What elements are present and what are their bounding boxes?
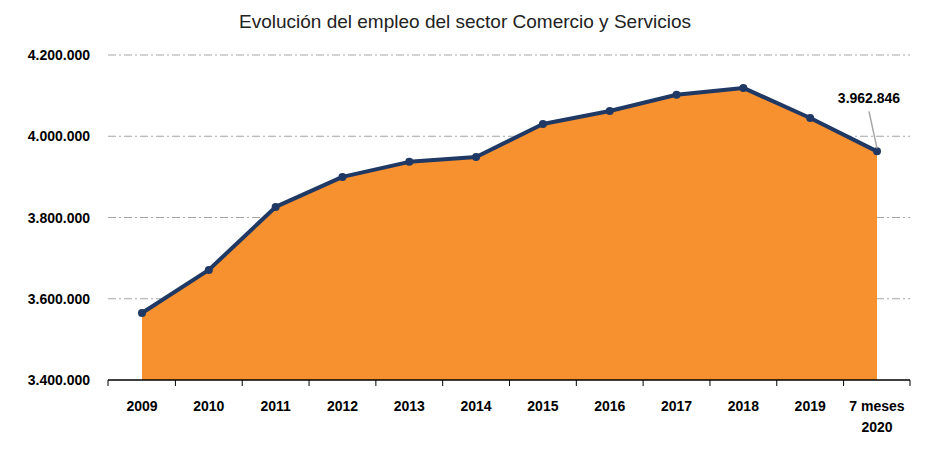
x-tick-label: 2014 — [461, 398, 492, 414]
x-tick-label-line: 2012 — [327, 398, 358, 414]
x-tick-label: 2013 — [394, 398, 425, 414]
x-tick-label-line: 2018 — [728, 398, 759, 414]
x-tick — [509, 380, 510, 386]
point — [539, 120, 547, 128]
x-tick — [643, 380, 644, 386]
x-tick-label: 2010 — [193, 398, 224, 414]
point — [606, 107, 614, 115]
y-tick-label: 4.000.000 — [28, 128, 90, 144]
grid-line — [108, 55, 910, 56]
x-tick-label-line: 2010 — [193, 398, 224, 414]
x-tick-label: 2011 — [260, 398, 291, 414]
point — [138, 309, 146, 317]
x-tick-label-line: 2011 — [260, 398, 291, 414]
plot-area — [138, 84, 881, 380]
area — [142, 88, 877, 380]
x-tick-label-line: 2020 — [861, 419, 892, 435]
x-tick — [108, 380, 109, 386]
x-tick-label: 2019 — [795, 398, 826, 414]
title: Evolución del empleo del sector Comercio… — [239, 11, 691, 32]
data-label: 3.962.846 — [838, 90, 900, 106]
chart: Evolución del empleo del sector Comercio… — [0, 0, 931, 450]
point — [405, 158, 413, 166]
x-tick-label: 2017 — [661, 398, 692, 414]
y-tick-label: 3.600.000 — [28, 291, 90, 307]
x-tick — [242, 380, 243, 386]
point — [205, 266, 213, 274]
label-leader — [869, 111, 877, 148]
point — [873, 147, 881, 155]
x-tick-label: 2018 — [728, 398, 759, 414]
x-tick-label-line: 7 meses — [849, 398, 904, 414]
point — [673, 91, 681, 99]
line — [142, 88, 877, 313]
x-tick — [309, 380, 310, 386]
x-tick-label-line: 2014 — [461, 398, 492, 414]
x-tick-label: 2009 — [126, 398, 157, 414]
x-tick — [375, 380, 376, 386]
x-tick — [843, 380, 844, 386]
x-tick-label-line: 2013 — [394, 398, 425, 414]
x-tick — [776, 380, 777, 386]
x-tick-label: 2012 — [327, 398, 358, 414]
x-tick-label: 2015 — [527, 398, 558, 414]
x-tick — [576, 380, 577, 386]
point — [739, 84, 747, 92]
y-tick-label: 4.200.000 — [28, 47, 90, 63]
point — [272, 203, 280, 211]
x-tick — [175, 380, 176, 386]
y-tick-label: 3.800.000 — [28, 210, 90, 226]
point — [472, 153, 480, 161]
x-tick-label-line: 2019 — [795, 398, 826, 414]
x-tick-label-line: 2015 — [527, 398, 558, 414]
point — [338, 173, 346, 181]
x-tick-label-line: 2017 — [661, 398, 692, 414]
x-tick — [709, 380, 710, 386]
x-tick-label: 7 meses 2020 — [849, 398, 904, 435]
x-tick-label: 2016 — [594, 398, 625, 414]
x-tick — [910, 380, 911, 386]
y-tick-label: 3.400.000 — [28, 372, 90, 388]
point — [806, 114, 814, 122]
x-tick — [442, 380, 443, 386]
x-tick-label-line: 2016 — [594, 398, 625, 414]
x-tick-label-line: 2009 — [126, 398, 157, 414]
